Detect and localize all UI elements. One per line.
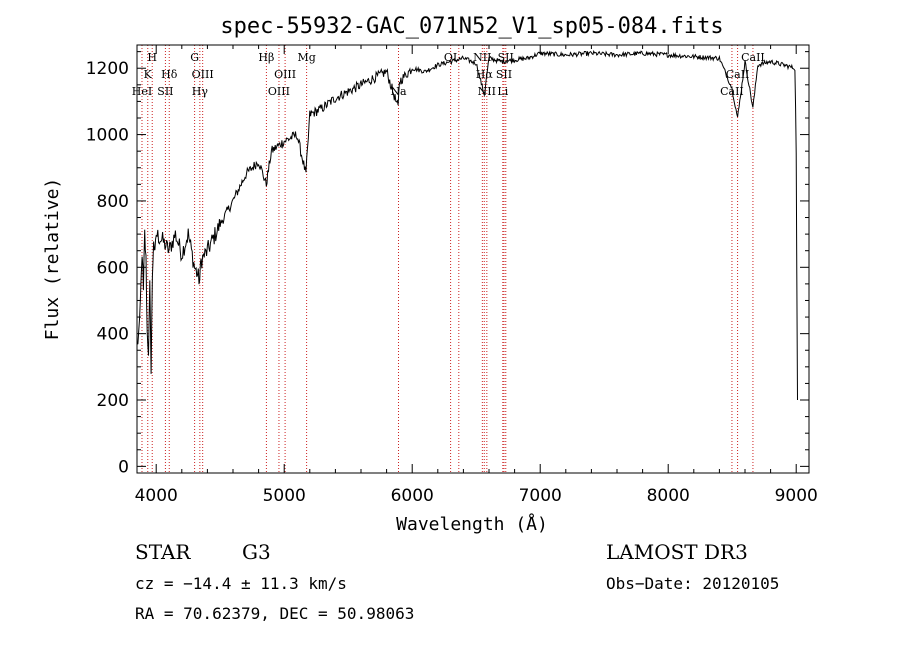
redshift-cz: cz = −14.4 ± 11.3 km/s <box>135 574 347 593</box>
line-label: NII <box>478 85 496 98</box>
object-class: STAR <box>135 540 191 564</box>
line-label: Hβ <box>258 51 274 64</box>
x-tick-label: 8000 <box>647 486 690 506</box>
line-label: CaII <box>741 51 765 64</box>
line-label: NII <box>473 51 491 64</box>
y-tick-label: 0 <box>118 457 129 477</box>
y-tick-label: 1200 <box>86 59 129 79</box>
x-axis-ticks: 4000 5000 6000 7000 8000 9000 <box>135 45 818 506</box>
line-label: Hδ <box>161 68 178 81</box>
x-tick-label: 5000 <box>263 486 306 506</box>
x-tick-label: 6000 <box>391 486 434 506</box>
line-label: Li <box>497 85 508 98</box>
object-subclass: G3 <box>242 540 271 564</box>
survey-name: LAMOST DR3 <box>606 540 748 564</box>
y-tick-label: 400 <box>97 325 129 345</box>
line-label: H <box>147 51 157 64</box>
chart-title: spec-55932-GAC_071N52_V1_sp05-084.fits <box>220 14 723 39</box>
line-label: K <box>144 68 153 81</box>
y-axis-title: Flux (relative) <box>42 178 63 341</box>
plot-frame <box>136 44 810 474</box>
y-tick-label: 600 <box>97 258 129 278</box>
line-label: CaII <box>726 68 750 81</box>
ra-dec-coordinates: RA = 70.62379, DEC = 50.98063 <box>135 604 414 623</box>
line-label: Mg <box>297 51 315 64</box>
line-label: HeI <box>132 85 152 98</box>
line-label: OIII <box>192 68 214 81</box>
x-tick-label: 4000 <box>135 486 178 506</box>
y-tick-label: 1000 <box>86 126 129 146</box>
line-label: SII <box>496 68 512 81</box>
x-tick-label: 7000 <box>519 486 562 506</box>
line-label: SII <box>157 85 173 98</box>
line-label: OI <box>444 51 457 64</box>
x-axis-title: Wavelength (Å) <box>396 513 548 535</box>
spectral-line-markers <box>141 45 754 473</box>
line-label: OIII <box>268 85 290 98</box>
observation-date: Obs−Date: 20120105 <box>606 574 779 593</box>
y-tick-label: 800 <box>97 192 129 212</box>
y-axis-ticks: 0 200 400 600 800 1000 1200 <box>86 51 809 477</box>
line-label: G <box>190 51 199 64</box>
line-label: Hγ <box>192 85 209 98</box>
line-label: OIII <box>274 68 296 81</box>
x-tick-label: 9000 <box>775 486 818 506</box>
y-tick-label: 200 <box>97 391 129 411</box>
spectrum-line <box>136 49 798 401</box>
